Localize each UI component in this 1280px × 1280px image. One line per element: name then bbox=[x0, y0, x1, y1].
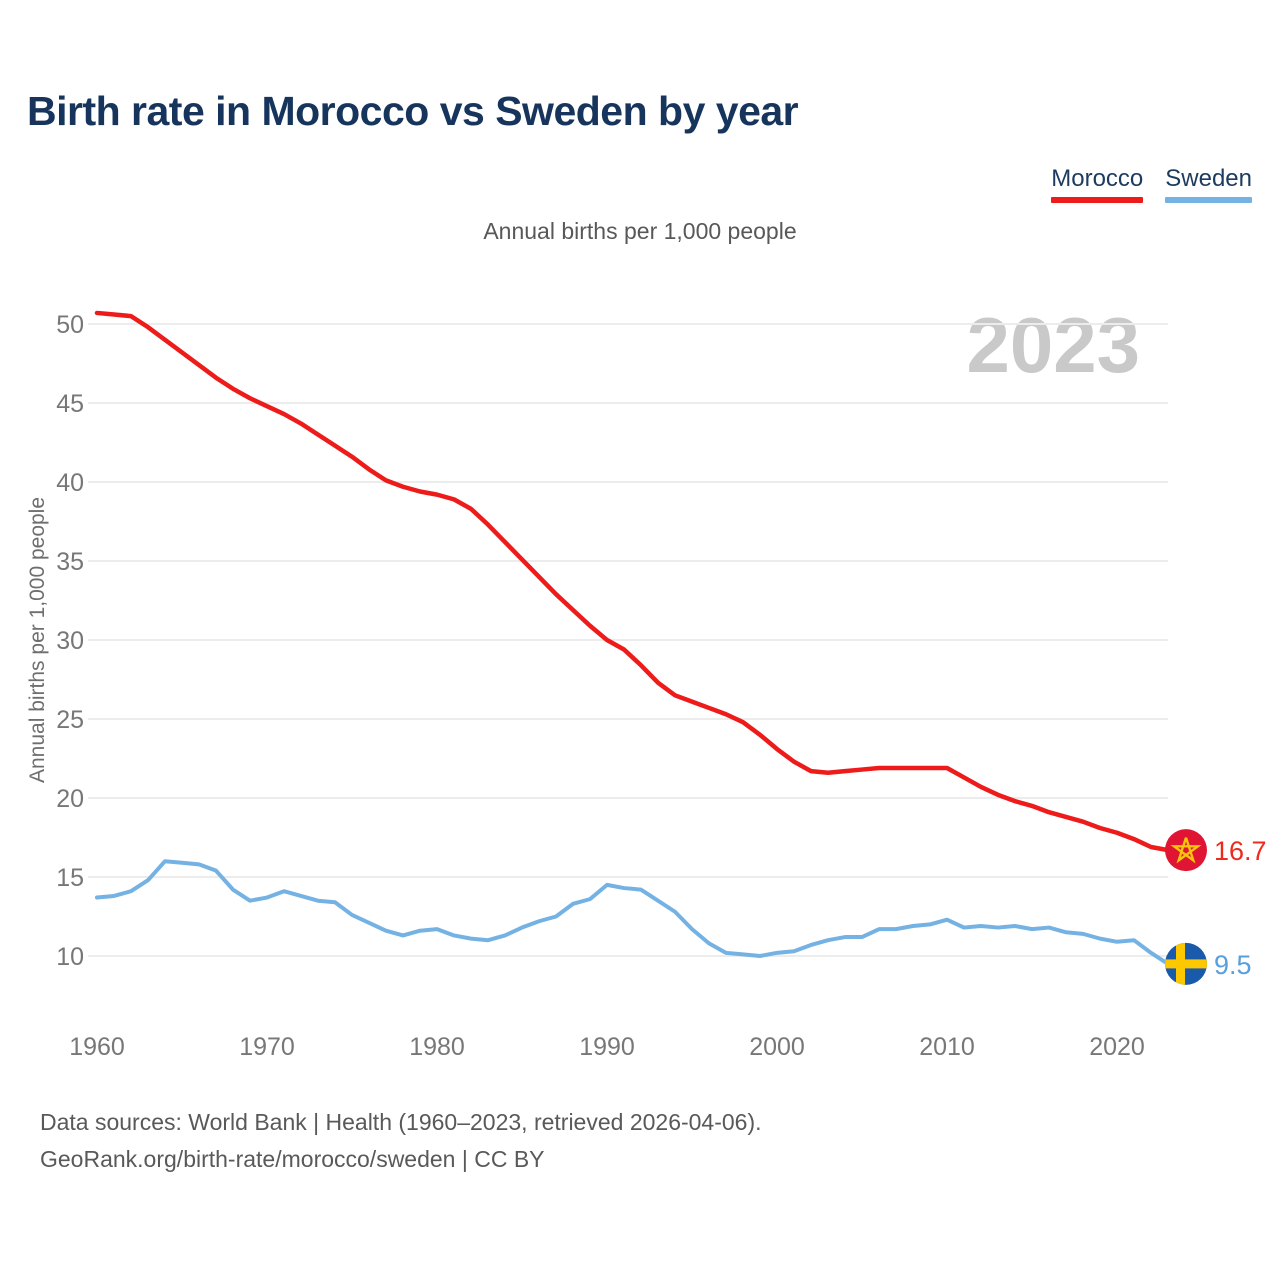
legend-label-sweden: Sweden bbox=[1165, 165, 1252, 192]
legend-swatch-morocco bbox=[1051, 197, 1144, 204]
y-axis-title: Annual births per 1,000 people bbox=[26, 497, 49, 783]
chart-footer: Data sources: World Bank | Health (1960–… bbox=[40, 1104, 1140, 1178]
x-tick-label: 1980 bbox=[409, 1033, 465, 1061]
legend-label-morocco: Morocco bbox=[1051, 165, 1144, 192]
morocco-flag-icon bbox=[1165, 829, 1207, 872]
sweden-flag-icon bbox=[1165, 942, 1207, 985]
sweden-line[interactable] bbox=[95, 859, 1170, 966]
x-tick-label: 2000 bbox=[749, 1033, 805, 1061]
y-tick-label: 10 bbox=[56, 943, 84, 971]
y-tick-label: 25 bbox=[56, 706, 84, 734]
y-tick-label: 30 bbox=[56, 627, 84, 655]
x-tick-label: 2010 bbox=[919, 1033, 975, 1061]
gridlines bbox=[88, 323, 1168, 957]
x-tick-label: 1960 bbox=[69, 1033, 125, 1061]
chart-legend: Morocco Sweden bbox=[1051, 165, 1252, 204]
end-markers: 16.7 9.5 bbox=[1165, 829, 1267, 985]
morocco-end-value: 16.7 bbox=[1214, 836, 1267, 866]
footer-attribution: GeoRank.org/birth-rate/morocco/sweden | … bbox=[40, 1146, 545, 1172]
y-tick-label: 50 bbox=[56, 311, 84, 339]
x-tick-label: 2020 bbox=[1089, 1033, 1145, 1061]
y-tick-label: 45 bbox=[56, 390, 84, 418]
y-tick-label: 15 bbox=[56, 864, 84, 892]
legend-item-sweden[interactable]: Sweden bbox=[1165, 165, 1252, 204]
y-tick-label: 40 bbox=[56, 469, 84, 497]
x-tick-label: 1970 bbox=[239, 1033, 295, 1061]
chart-subtitle: Annual births per 1,000 people bbox=[483, 218, 797, 244]
axis-ticks: 10 15 20 25 30 35 40 45 50 1960 1970 1980 1990 2000 20… bbox=[56, 311, 1145, 1061]
x-tick-label: 1990 bbox=[579, 1033, 635, 1061]
legend-swatch-sweden bbox=[1165, 197, 1252, 204]
year-watermark: 2023 bbox=[966, 301, 1140, 389]
morocco-line[interactable] bbox=[94, 310, 1171, 853]
birth-rate-chart: 2023 10 15 20 25 30 35 40 45 50 1960 1970 1980 1990 2… bbox=[0, 280, 1280, 1080]
footer-data-sources: Data sources: World Bank | Health (1960–… bbox=[40, 1109, 762, 1135]
legend-item-morocco[interactable]: Morocco bbox=[1051, 165, 1144, 204]
y-tick-label: 20 bbox=[56, 785, 84, 813]
sweden-end-value: 9.5 bbox=[1214, 950, 1252, 980]
y-tick-label: 35 bbox=[56, 548, 84, 576]
series-lines bbox=[94, 310, 1171, 966]
page-title: Birth rate in Morocco vs Sweden by year bbox=[27, 88, 799, 134]
